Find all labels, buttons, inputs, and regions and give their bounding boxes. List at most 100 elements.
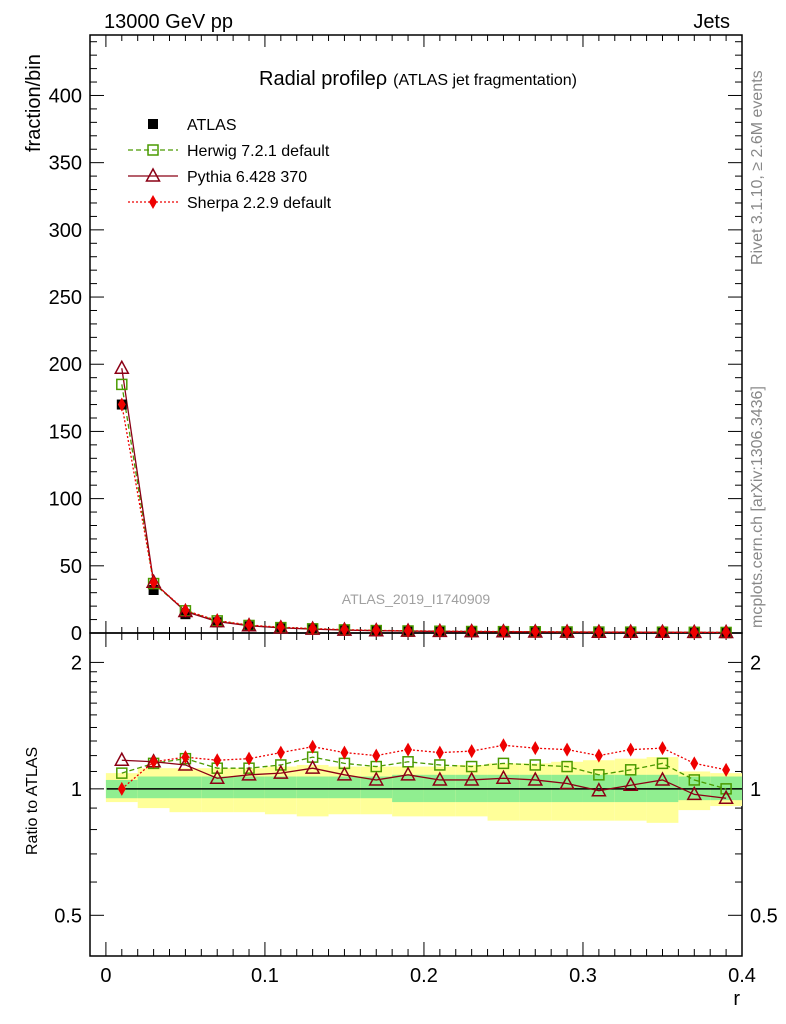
- ratio-point: [718, 789, 734, 804]
- x-tick-label: 0.4: [728, 965, 756, 987]
- legend-label: Herwig 7.2.1 default: [187, 143, 330, 160]
- plot-title: Radial profileρ (ATLAS jet fragmentation): [259, 68, 577, 90]
- data-point: [117, 397, 126, 412]
- data-point: [213, 613, 222, 628]
- plot-title-symbol: ρ: [376, 68, 387, 90]
- data-point: [276, 620, 285, 635]
- x-axis-label: r: [733, 988, 740, 1010]
- data-point: [435, 624, 444, 639]
- mcplots-reference-text: mcplots.cern.ch [arXiv:1306.3436]: [749, 386, 766, 628]
- data-point: [531, 624, 540, 639]
- ratio-point: [368, 771, 385, 786]
- uncertainty-band-inner: [328, 776, 361, 799]
- ratio-point: [435, 745, 444, 760]
- data-point: [404, 623, 413, 638]
- uncertainty-band-inner: [201, 776, 234, 799]
- ratio-point: [656, 757, 669, 770]
- legend: ATLAS Herwig 7.2.1 default Pythia 6.428 37…: [128, 117, 332, 212]
- header-right: Jets: [693, 11, 730, 33]
- ratio-point: [593, 769, 605, 781]
- ratio-point: [114, 751, 130, 766]
- ratio-point: [722, 762, 731, 777]
- data-point: [563, 624, 572, 639]
- legend-marker: [147, 144, 159, 156]
- legend-marker: [145, 167, 161, 182]
- ratio-point: [275, 759, 287, 771]
- y-tick-label: 400: [49, 85, 82, 107]
- ratio-point: [181, 750, 190, 765]
- x-tick-label: 0: [100, 965, 111, 987]
- ratio-series-line: [121, 756, 727, 790]
- ratio-point: [434, 759, 446, 771]
- ratio-point: [561, 760, 573, 773]
- ratio-point: [177, 756, 194, 771]
- axes-ticks: 0 0.1 0.2 0.3 0.4 0 50 100 150 200 250 300 350 400 0.5…: [49, 35, 778, 987]
- y-tick-label: 0: [71, 623, 82, 645]
- ratio-tick-label-right: 2: [750, 652, 761, 674]
- data-point: [148, 584, 159, 595]
- x-tick-label: 0.2: [410, 965, 438, 987]
- ratio-point: [273, 764, 289, 779]
- data-point: [467, 624, 476, 639]
- ratio-point: [340, 745, 349, 760]
- ratio-point: [404, 742, 413, 757]
- data-point: [499, 624, 508, 639]
- ratio-point: [432, 771, 448, 786]
- legend-label: Pythia 6.428 370: [187, 169, 307, 186]
- main-series: [114, 359, 734, 640]
- y-tick-label: 50: [60, 556, 82, 578]
- data-point: [658, 625, 667, 640]
- y-tick-label: 150: [49, 421, 82, 443]
- ratio-point: [497, 757, 510, 770]
- ratio-series-line: [121, 759, 727, 799]
- x-tick-label: 0.1: [251, 965, 279, 987]
- ratio-point: [688, 774, 701, 786]
- plot-title-note: (ATLAS jet fragmentation): [393, 72, 577, 89]
- data-point: [116, 378, 128, 391]
- ratio-point: [499, 738, 508, 753]
- ratio-point: [654, 771, 671, 786]
- ratio-point: [400, 766, 416, 781]
- ratio-point: [594, 748, 603, 763]
- ratio-tick-label: 0.5: [54, 905, 82, 927]
- data-point: [594, 625, 603, 640]
- data-point: [181, 603, 190, 618]
- data-point: [245, 618, 254, 633]
- uncertainty-band-inner: [360, 776, 393, 799]
- ratio-bands: [105, 757, 742, 823]
- ratio-point: [372, 748, 381, 763]
- plot-title-main: Radial profile: [259, 68, 376, 90]
- ratio-point: [308, 739, 317, 754]
- legend-label: Sherpa 2.2.9 default: [187, 195, 332, 212]
- uncertainty-band-inner: [137, 776, 170, 799]
- ratio-tick-label: 2: [71, 652, 82, 674]
- ratio-point: [209, 769, 225, 784]
- data-point: [114, 359, 130, 375]
- ratio-point: [467, 744, 476, 759]
- ratio-point: [720, 783, 732, 795]
- ratio-point: [690, 756, 699, 771]
- ratio-point: [531, 741, 540, 756]
- ratio-tick-label-right: 0.5: [750, 905, 778, 927]
- x-tick-label: 0.3: [569, 965, 597, 987]
- ratio-point: [563, 742, 572, 757]
- ratio-tick-label: 1: [71, 779, 82, 801]
- data-point: [340, 622, 349, 637]
- ratio-point: [304, 759, 321, 774]
- data-point: [626, 625, 635, 640]
- ratio-point: [622, 776, 639, 791]
- ratio-point: [686, 785, 703, 801]
- analysis-watermark: ATLAS_2019_I1740909: [342, 591, 491, 607]
- legend-marker: [148, 119, 158, 129]
- ratio-point: [276, 745, 285, 760]
- ratio-point: [624, 764, 637, 776]
- uncertainty-band-inner: [296, 776, 329, 799]
- ratio-point: [149, 754, 158, 769]
- ratio-tick-label-right: 1: [750, 779, 761, 801]
- data-point: [372, 623, 381, 638]
- uncertainty-band-inner: [264, 776, 297, 799]
- y-tick-label: 200: [49, 354, 82, 376]
- header-left: 13000 GeV pp: [104, 11, 233, 33]
- legend-marker: [149, 195, 157, 209]
